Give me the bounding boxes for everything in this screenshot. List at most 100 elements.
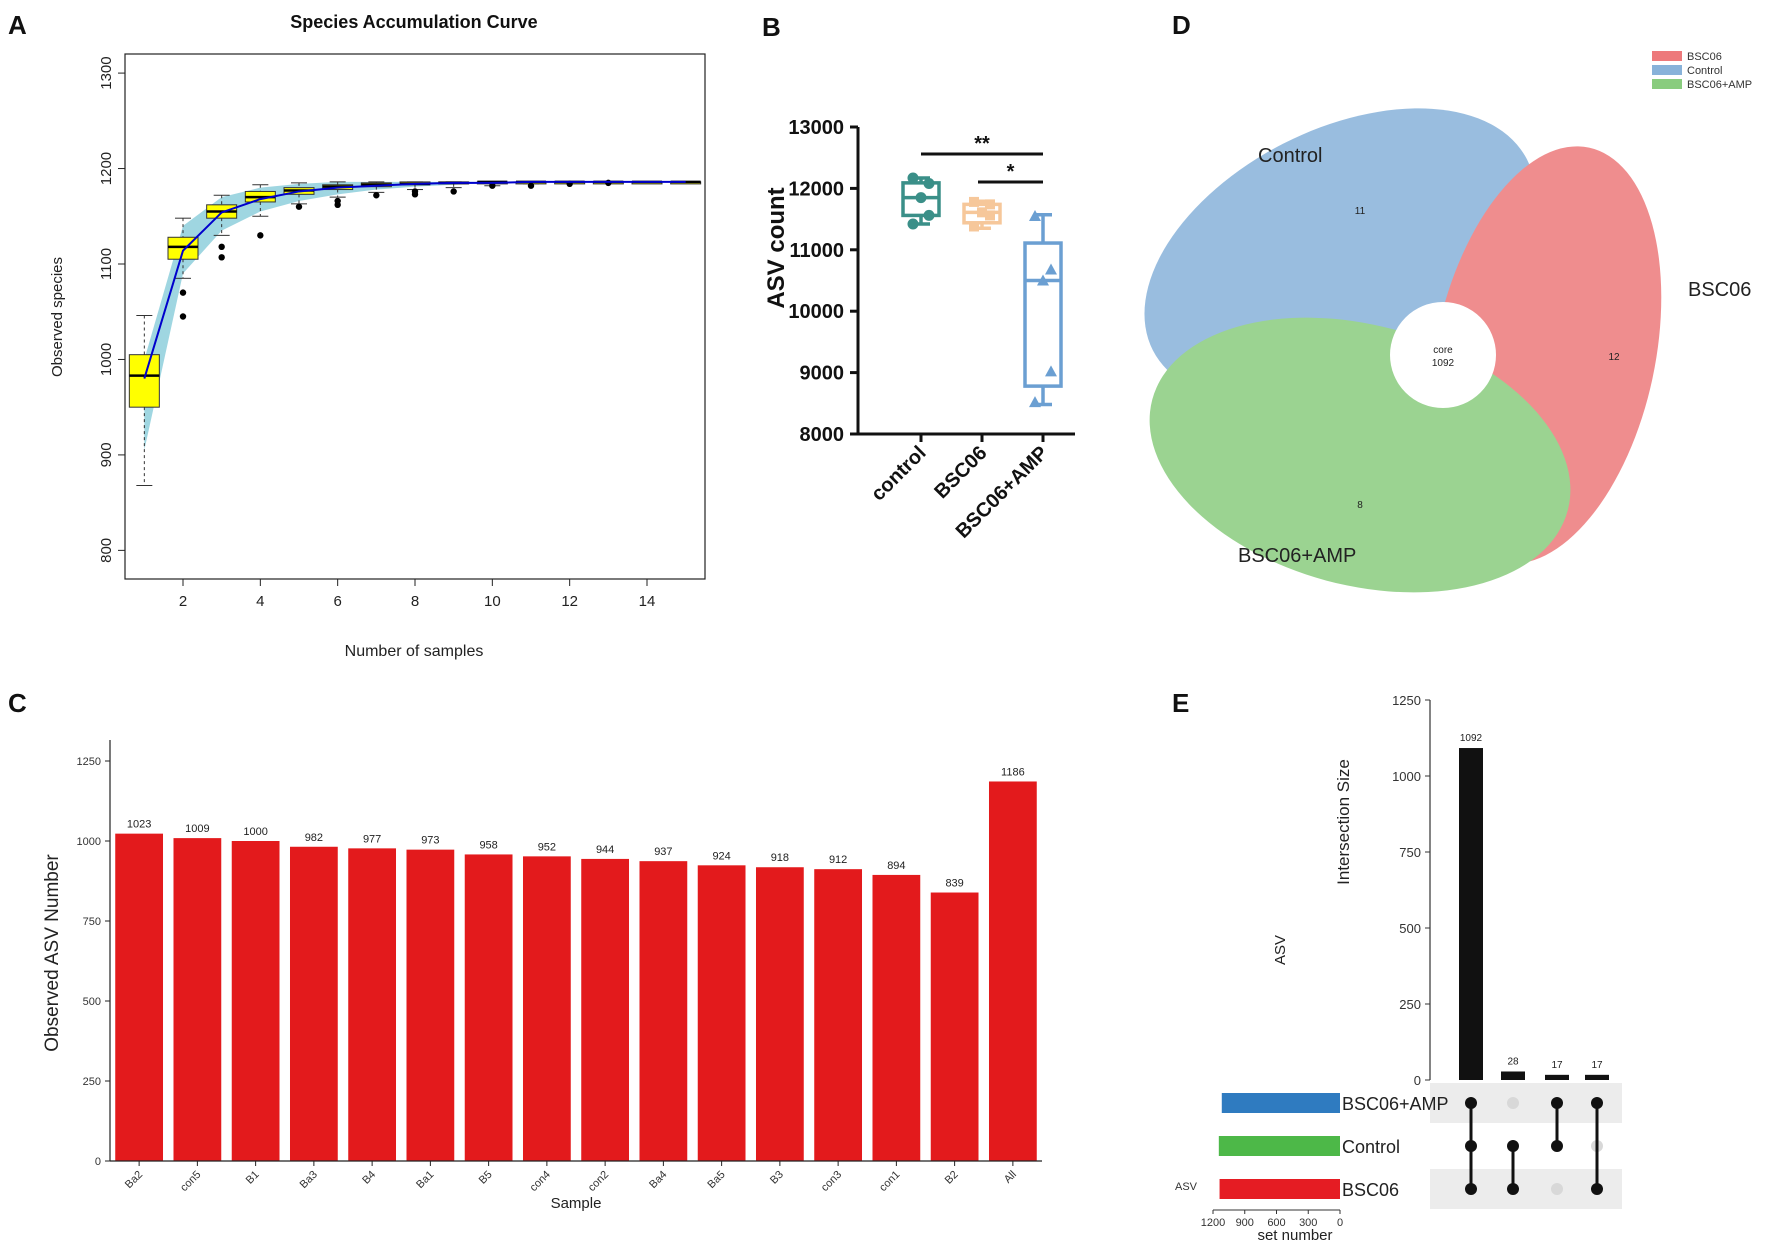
upset-matrix-row-band: [1430, 1083, 1622, 1123]
panel-c-bar: [639, 861, 688, 1161]
panel-c-x-tick-label: B1: [244, 1169, 262, 1187]
venn-core-circle: [1390, 302, 1496, 408]
accum-outlier-point: [450, 188, 457, 195]
panel-c-x-tick-label: B5: [477, 1169, 495, 1187]
upset-intersection-bar: [1501, 1071, 1525, 1080]
panel-a-y-tick-label: 1300: [98, 56, 115, 89]
panel-b-box: [1023, 241, 1063, 388]
panel-c-y-tick-label: 250: [83, 1076, 101, 1088]
panel-b-data-point: [977, 207, 987, 218]
panel-c-bar: [755, 867, 804, 1161]
panel-b-data-point: [923, 177, 935, 189]
panel-c-bar: [348, 848, 397, 1161]
upset-intersection-value: 28: [1507, 1056, 1519, 1067]
panel-a-y-tick-label: 900: [98, 442, 115, 467]
panel-c-y-tick-label: 1000: [77, 836, 101, 848]
panel-c-bar-value: 973: [421, 835, 439, 847]
upset-y-tick-label: 1000: [1392, 769, 1421, 784]
panel-b-data-point: [1045, 263, 1057, 275]
accum-outlier-point: [334, 201, 341, 209]
upset-set-name: Control: [1342, 1137, 1400, 1157]
panel-c-x-tick-label: con3: [819, 1169, 844, 1194]
panel-a-x-tick-label: 2: [179, 593, 187, 610]
panel-label-e: E: [1172, 688, 1189, 718]
venn-name-bsc06-amp: BSC06+AMP: [1238, 545, 1356, 567]
panel-b-x-tick-label: BSC06: [930, 442, 991, 503]
venn-legend-swatch-bsc06: [1652, 51, 1682, 61]
panel-c-x-label: Sample: [551, 1195, 602, 1212]
panel-c-observed-asv-chart: 1023 1009 1000 982 977 973 958 952 944 937 924 918 9…: [42, 740, 1042, 1212]
panel-a-x-tick-label: 10: [484, 593, 501, 610]
accum-outlier-point: [489, 182, 496, 189]
panel-c-y-tick-label: 1250: [77, 756, 101, 768]
panel-a-x-tick-label: 6: [333, 593, 341, 610]
venn-core-value: 1092: [1432, 358, 1455, 369]
panel-a-y-label: Observed species: [49, 257, 66, 377]
accum-outlier-point: [257, 232, 264, 239]
panel-b-asv-count-chart: 8000 9000 10000 11000 12000 13000 control BSC06…: [763, 117, 1075, 543]
panel-a-title: Species Accumulation Curve: [290, 12, 537, 32]
accum-outlier-point: [373, 192, 380, 199]
panel-c-bar-value: 982: [305, 832, 323, 844]
upset-set-size-bar: [1219, 1179, 1340, 1199]
panel-c-y-tick-label: 500: [83, 996, 101, 1008]
panel-c-x-tick-label: B3: [768, 1169, 786, 1187]
panel-c-bar: [581, 858, 630, 1161]
panel-c-x-tick-label: con4: [528, 1169, 553, 1194]
panel-a-x-tick-label: 8: [411, 593, 419, 610]
upset-set-axis-label: set number: [1257, 1227, 1332, 1244]
panel-label-c: C: [8, 688, 27, 718]
panel-b-data-point: [907, 172, 919, 184]
panel-e-upset-plot: 0 250 500 750 1000 1250 1092 28 17 17 BSC06+AMP Co…: [1175, 693, 1622, 1244]
panel-c-bar-value: 839: [945, 878, 963, 890]
panel-c-bar: [289, 846, 338, 1161]
upset-intersection-value: 17: [1551, 1060, 1563, 1071]
panel-c-y-tick-label: 750: [83, 916, 101, 928]
upset-matrix-dot-inactive: [1507, 1097, 1519, 1109]
panel-c-x-tick-label: con1: [877, 1169, 902, 1194]
panel-b-data-point: [969, 196, 979, 207]
panel-c-bar-value: 918: [771, 852, 789, 864]
venn-legend-control: Control: [1687, 65, 1722, 77]
panel-b-y-tick-label: 13000: [788, 117, 844, 139]
accum-outlier-point: [411, 191, 419, 198]
panel-c-bar: [988, 781, 1037, 1161]
panel-b-data-point: [985, 210, 995, 221]
upset-y-tick-label: 250: [1399, 997, 1421, 1012]
panel-b-data-point: [969, 221, 979, 232]
upset-intersection-bar: [1585, 1074, 1609, 1080]
accum-outlier-point: [527, 182, 535, 189]
panel-b-y-tick-label: 10000: [788, 301, 844, 323]
panel-b-x-tick-label: control: [867, 442, 930, 505]
panel-a-y-tick-label: 1200: [98, 152, 115, 185]
accum-outlier-point: [179, 313, 187, 320]
upset-intersection-value: 1092: [1460, 733, 1483, 744]
venn-legend-swatch-control: [1652, 65, 1682, 75]
venn-unique-bsc06: 12: [1608, 352, 1620, 363]
upset-set-axis-tick-label: 900: [1236, 1217, 1254, 1229]
panel-b-y-label: ASV count: [763, 187, 790, 308]
panel-b-data-point: [923, 209, 935, 221]
panel-c-bar-value: 937: [654, 846, 672, 858]
panel-a-y-tick-label: 800: [98, 538, 115, 563]
venn-unique-control: 11: [1355, 206, 1366, 217]
panel-a-x-label: Number of samples: [345, 643, 484, 660]
upset-set-axis-tick-label: 0: [1337, 1217, 1343, 1229]
panel-c-x-tick-label: B2: [943, 1169, 961, 1187]
panel-c-bar-value: 977: [363, 833, 381, 845]
panel-c-x-tick-label: B4: [360, 1169, 378, 1187]
panel-a-accumulation-chart: Species Accumulation Curve 2 4 6 8 10 12 14 800…: [49, 12, 706, 660]
panel-c-bar-value: 1186: [1001, 766, 1025, 778]
venn-name-control: Control: [1258, 145, 1322, 167]
panel-b-data-point: [1045, 365, 1057, 377]
panel-c-bar: [115, 833, 164, 1161]
accumulation-mean-line: [143, 180, 686, 379]
upset-set-axis-tick-label: 600: [1267, 1217, 1285, 1229]
accum-box: [128, 354, 160, 408]
panel-b-data-point: [907, 218, 919, 230]
panel-c-bar: [173, 838, 222, 1161]
venn-legend-swatch-bsc06-amp: [1652, 79, 1682, 89]
panel-c-bar: [464, 854, 513, 1161]
venn-legend-bsc06-amp: BSC06+AMP: [1687, 79, 1752, 91]
